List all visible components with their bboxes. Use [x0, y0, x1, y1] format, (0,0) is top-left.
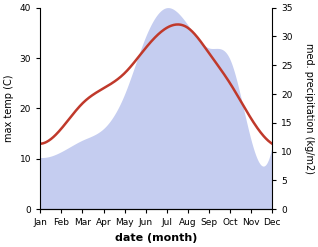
Y-axis label: max temp (C): max temp (C) [4, 75, 14, 142]
X-axis label: date (month): date (month) [115, 233, 197, 243]
Y-axis label: med. precipitation (kg/m2): med. precipitation (kg/m2) [304, 43, 314, 174]
